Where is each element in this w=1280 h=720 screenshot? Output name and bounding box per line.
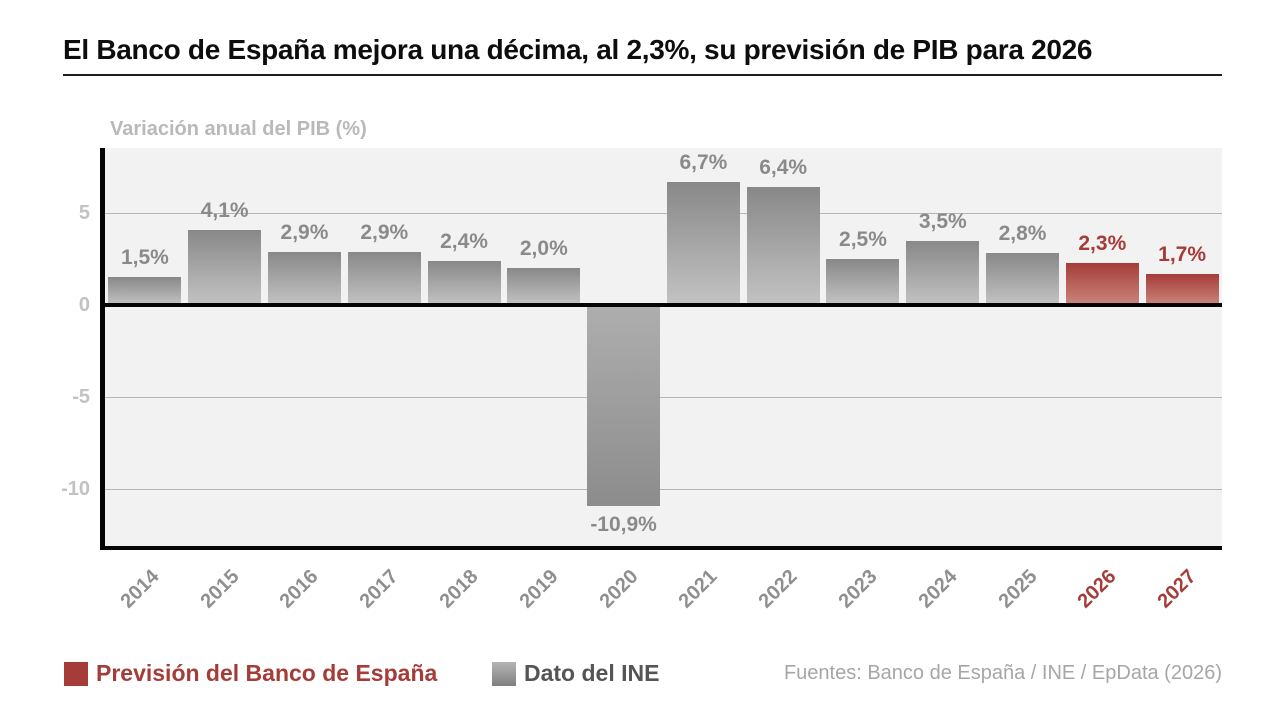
x-axis-label-2026: 2026 [1073,565,1121,613]
zero-line [105,303,1222,307]
legend-label-forecast: Previsión del Banco de España [96,660,438,686]
y-axis-tick-0: 0 [78,294,90,316]
x-axis-label-2017: 2017 [355,565,403,613]
legend-label-ine: Dato del INE [524,660,660,686]
bar-value-label: 3,5% [918,209,967,233]
plot-area: 1,5% 4,1% 2,9% 2,9% 2,4% 2,0% -10,9% 6,7% 6,4% 2,… [100,148,1222,550]
x-axis-label-2024: 2024 [914,565,962,613]
bar-value-label: 2,9% [280,220,329,244]
bar-2024 [906,240,980,305]
x-axis-label-2015: 2015 [196,565,244,613]
x-axis-label-2016: 2016 [275,565,323,613]
bar-2020 [587,305,661,506]
legend: Previsión del Banco de España Dato del I… [0,660,1280,690]
bar-2016 [267,251,341,305]
x-axis-label-2018: 2018 [435,565,483,613]
bar-value-label: 2,0% [519,237,568,261]
x-axis-label-2021: 2021 [674,565,722,613]
bar-value-label: 2,8% [998,222,1047,246]
grid-line [105,213,1222,214]
bar-2017 [347,251,421,305]
source-note: Fuentes: Banco de España / INE / EpData … [783,662,1222,684]
grid-line [105,397,1222,398]
x-axis-label-2022: 2022 [754,565,802,613]
bar-2019 [507,268,581,305]
x-axis-label-2020: 2020 [595,565,643,613]
bar-2014 [108,277,182,305]
bar-2022 [746,187,820,305]
bar-value-label: 2,3% [1078,231,1127,255]
x-axis-label-2025: 2025 [994,565,1042,613]
bar-value-label: 1,7% [1158,242,1207,266]
bar-value-label: 4,1% [200,198,249,222]
bar-2023 [826,259,900,305]
bar-2026 [1065,262,1139,305]
bar-value-label: 2,5% [839,228,887,251]
page-title: El Banco de España mejora una décima, al… [63,34,1093,65]
bar-value-label: 6,7% [679,150,728,174]
legend-swatch-forecast [64,662,88,686]
bar-value-label: 2,4% [440,229,488,253]
y-axis-tick-5: 5 [78,202,90,224]
bar-2021 [666,181,740,305]
bar-value-label: 1,5% [120,246,169,270]
y-axis-tick--10: -10 [61,478,90,500]
y-axis-tick--5: -5 [72,386,90,408]
bar-2025 [986,253,1060,305]
x-axis-label-2023: 2023 [834,565,882,613]
bar-2018 [427,260,501,305]
x-axis-label-2014: 2014 [116,565,164,613]
bar-value-label: 2,9% [360,220,409,244]
bar-2027 [1145,273,1219,305]
bar-2015 [188,229,262,305]
grid-line [105,489,1222,490]
chart-subtitle: Variación anual del PIB (%) [110,118,367,140]
x-axis-label-2019: 2019 [515,565,563,613]
legend-swatch-ine [492,662,516,686]
x-axis-label-2027: 2027 [1153,565,1201,613]
title-rule [63,74,1222,76]
bar-value-label: -10,9% [590,512,657,536]
bar-value-label: 6,4% [759,156,808,180]
